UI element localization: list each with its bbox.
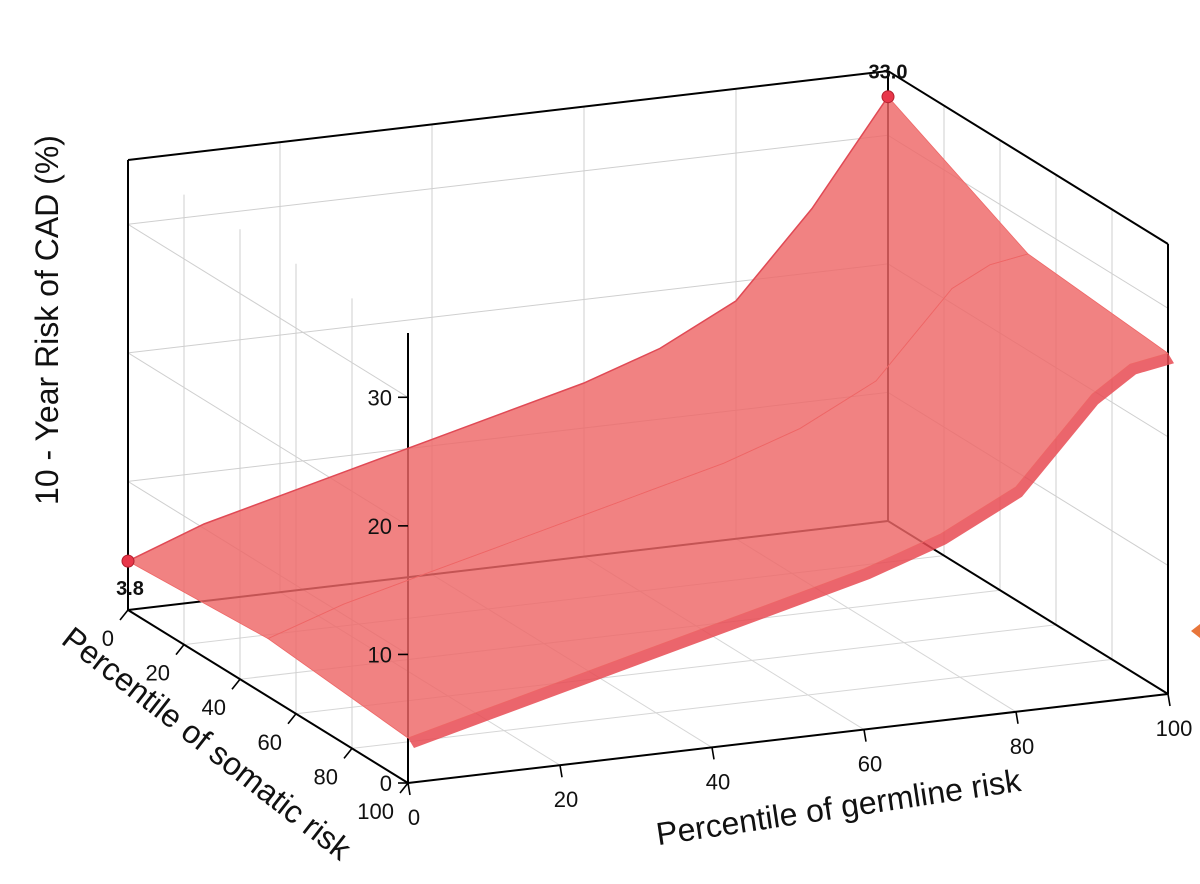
y-tick-label: 0 — [102, 626, 114, 651]
y-axis-tick — [119, 609, 129, 621]
surface-back-edge — [127, 96, 889, 562]
surface-underside-band — [408, 353, 1174, 748]
y-tick-label: 80 — [314, 764, 338, 789]
x-axis-tick — [863, 729, 867, 742]
y-tick-label: 100 — [357, 799, 394, 824]
y-axis-tick — [287, 713, 297, 725]
x-tick-label: 60 — [858, 752, 882, 777]
data-point-label: 3.8 — [116, 578, 144, 600]
x-tick-label: 0 — [408, 805, 420, 830]
x-axis-tick — [407, 782, 411, 796]
data-point-marker — [881, 90, 895, 104]
box-edge — [887, 70, 1169, 245]
axes — [127, 70, 1169, 784]
back-wall-gridline-horizontal — [127, 134, 889, 225]
x-tick-label: 80 — [1010, 734, 1034, 759]
surface-patch — [267, 253, 1169, 739]
x-tick-label: 40 — [706, 769, 730, 794]
z-tick-label: 30 — [368, 385, 392, 410]
y-tick-label: 40 — [202, 695, 226, 720]
z-axis-title: 10 - Year Risk of CAD (%) — [29, 135, 65, 505]
floor-gridline-y — [351, 658, 1113, 749]
x-axis-tick — [1167, 693, 1171, 707]
edge-arrow-icon — [1191, 624, 1200, 638]
y-axis-tick — [343, 747, 353, 759]
box-edge — [887, 520, 1169, 695]
y-axis-tick — [175, 644, 185, 656]
data-point-label: 33.0 — [869, 62, 908, 84]
z-tick-label: 0 — [380, 771, 392, 796]
data-point-marker — [121, 554, 135, 568]
left-wall-gridline-horizontal — [127, 223, 409, 398]
x-axis-tick — [1015, 711, 1019, 724]
y-axis-tick — [399, 782, 409, 794]
x-tick-label: 20 — [554, 787, 578, 812]
y-axis-tick — [231, 678, 241, 690]
x-axis-tick — [559, 765, 563, 778]
x-tick-label: 100 — [1156, 716, 1193, 741]
z-tick-label: 10 — [368, 642, 392, 667]
z-tick-label: 20 — [368, 514, 392, 539]
x-axis-tick — [711, 747, 715, 760]
y-tick-label: 60 — [258, 730, 282, 755]
risk-surface — [127, 96, 1174, 748]
y-tick-label: 20 — [146, 661, 170, 686]
annotations: 3.8 33.0 — [116, 62, 907, 600]
box-edge — [407, 693, 1169, 784]
box-edge — [127, 70, 889, 161]
tick-labels: 0 10 20 30 0 20 40 60 80 100 0 20 40 60 80 100 — [102, 385, 1193, 830]
box-edge — [127, 609, 409, 784]
